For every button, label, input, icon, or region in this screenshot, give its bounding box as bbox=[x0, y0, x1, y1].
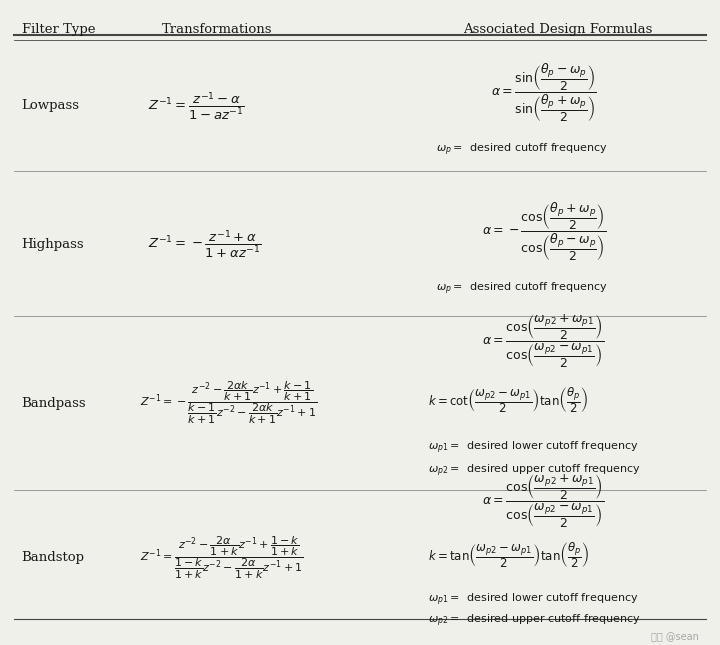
Text: $k = \cot\!\left(\dfrac{\omega_{p2} - \omega_{p1}}{2}\right)\tan\!\left(\dfrac{\: $k = \cot\!\left(\dfrac{\omega_{p2} - \o… bbox=[428, 385, 588, 415]
Text: Bandstop: Bandstop bbox=[22, 551, 85, 564]
Text: $k = \tan\!\left(\dfrac{\omega_{p2} - \omega_{p1}}{2}\right)\tan\!\left(\dfrac{\: $k = \tan\!\left(\dfrac{\omega_{p2} - \o… bbox=[428, 540, 590, 570]
Text: $\omega_{p1} = \,$ desired lower cutoff frequency: $\omega_{p1} = \,$ desired lower cutoff … bbox=[428, 440, 639, 457]
Text: $Z^{-1} = -\dfrac{z^{-2} - \dfrac{2\alpha k}{k+1}z^{-1} + \dfrac{k-1}{k+1}}{\dfr: $Z^{-1} = -\dfrac{z^{-2} - \dfrac{2\alph… bbox=[140, 380, 318, 426]
Text: $\alpha = \dfrac{\cos\!\left(\dfrac{\omega_{p2}+\omega_{p1}}{2}\right)}{\cos\!\l: $\alpha = \dfrac{\cos\!\left(\dfrac{\ome… bbox=[482, 473, 605, 530]
Text: Bandpass: Bandpass bbox=[22, 397, 86, 410]
Text: $\omega_{p1} = \,$ desired lower cutoff frequency: $\omega_{p1} = \,$ desired lower cutoff … bbox=[428, 591, 639, 608]
Text: Lowpass: Lowpass bbox=[22, 99, 80, 112]
Text: Associated Design Formulas: Associated Design Formulas bbox=[463, 23, 653, 35]
Text: $Z^{-1} = \dfrac{z^{-2} - \dfrac{2\alpha}{1+k}z^{-1} + \dfrac{1-k}{1+k}}{\dfrac{: $Z^{-1} = \dfrac{z^{-2} - \dfrac{2\alpha… bbox=[140, 535, 305, 581]
Text: $\alpha = -\dfrac{\cos\!\left(\dfrac{\theta_p+\omega_p}{2}\right)}{\cos\!\left(\: $\alpha = -\dfrac{\cos\!\left(\dfrac{\th… bbox=[482, 201, 606, 263]
Text: $\alpha = \dfrac{\cos\!\left(\dfrac{\omega_{p2}+\omega_{p1}}{2}\right)}{\cos\!\l: $\alpha = \dfrac{\cos\!\left(\dfrac{\ome… bbox=[482, 313, 605, 370]
Text: $Z^{-1} = \dfrac{z^{-1} - \alpha}{1 - az^{-1}}$: $Z^{-1} = \dfrac{z^{-1} - \alpha}{1 - az… bbox=[148, 90, 245, 122]
Text: Transformations: Transformations bbox=[162, 23, 272, 35]
Text: $Z^{-1} = -\dfrac{z^{-1} + \alpha}{1 + \alpha z^{-1}}$: $Z^{-1} = -\dfrac{z^{-1} + \alpha}{1 + \… bbox=[148, 228, 261, 261]
Text: 知乎 @sean: 知乎 @sean bbox=[651, 631, 698, 642]
Text: $\omega_{p2} = \,$ desired upper cutoff frequency: $\omega_{p2} = \,$ desired upper cutoff … bbox=[428, 462, 642, 479]
Text: $\omega_p = \,$ desired cutoff frequency: $\omega_p = \,$ desired cutoff frequency bbox=[436, 141, 608, 158]
Text: $\alpha = \dfrac{\sin\!\left(\dfrac{\theta_p-\omega_p}{2}\right)}{\sin\!\left(\d: $\alpha = \dfrac{\sin\!\left(\dfrac{\the… bbox=[491, 62, 596, 124]
Text: $\omega_{p2} = \,$ desired upper cutoff frequency: $\omega_{p2} = \,$ desired upper cutoff … bbox=[428, 613, 642, 630]
Text: $\omega_p = \,$ desired cutoff frequency: $\omega_p = \,$ desired cutoff frequency bbox=[436, 280, 608, 297]
Text: Highpass: Highpass bbox=[22, 238, 84, 251]
Text: Filter Type: Filter Type bbox=[22, 23, 95, 35]
